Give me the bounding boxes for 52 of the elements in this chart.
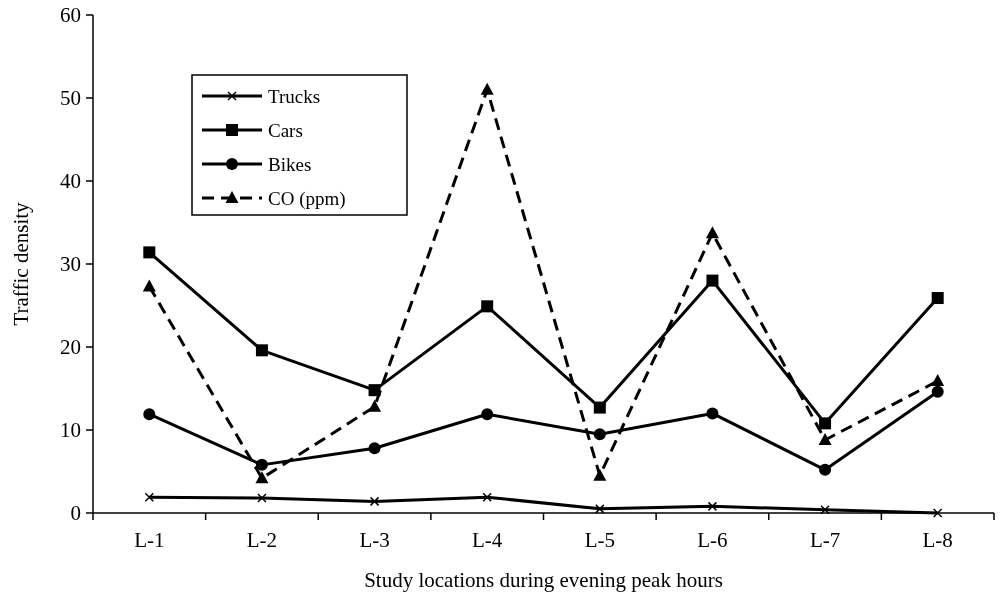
point — [818, 432, 832, 445]
y-tick-label: 20 — [60, 335, 81, 360]
y-tick-label: 0 — [70, 501, 81, 526]
point — [143, 408, 156, 421]
point — [368, 399, 382, 412]
point — [257, 493, 267, 503]
y-axis-title: Traffic density — [9, 201, 33, 326]
point — [481, 408, 494, 421]
point — [144, 492, 155, 502]
point — [481, 300, 494, 313]
point — [482, 492, 492, 502]
point — [931, 385, 944, 398]
point — [593, 468, 607, 481]
legend-label: CO (ppm) — [268, 187, 346, 210]
point — [932, 508, 943, 518]
point — [255, 471, 269, 484]
y-tick-label: 60 — [60, 3, 81, 28]
y-tick-label: 50 — [60, 86, 81, 111]
point — [369, 496, 380, 507]
y-tick-label: 10 — [60, 418, 81, 443]
point — [931, 374, 945, 387]
point — [819, 417, 832, 430]
point — [480, 82, 494, 95]
x-tick-label: L-5 — [584, 528, 615, 552]
point — [706, 274, 719, 287]
point — [931, 292, 944, 305]
y-tick-label: 30 — [60, 252, 81, 277]
point — [255, 458, 268, 471]
legend-label: Trucks — [268, 85, 321, 107]
point — [593, 401, 606, 414]
point — [819, 463, 832, 476]
x-tick-label: L-8 — [922, 528, 953, 552]
y-tick-label: 40 — [60, 169, 81, 194]
point — [142, 279, 156, 292]
point — [706, 407, 719, 420]
x-tick-label: L-3 — [359, 528, 390, 552]
x-tick-label: L-4 — [472, 528, 503, 552]
point — [707, 501, 718, 512]
x-axis-title: Study locations during evening peak hours — [364, 568, 723, 592]
legend-label: Bikes — [268, 153, 312, 175]
x-tick-label: L-7 — [809, 528, 841, 552]
point — [593, 428, 606, 441]
point — [595, 504, 605, 514]
point — [368, 442, 381, 455]
point — [255, 344, 268, 357]
legend-label: Cars — [268, 119, 303, 141]
point — [820, 504, 830, 515]
x-tick-label: L-2 — [246, 528, 278, 552]
x-tick-label: L-1 — [134, 528, 165, 552]
point — [143, 246, 156, 259]
point — [705, 226, 719, 239]
x-tick-label: L-6 — [697, 528, 728, 552]
